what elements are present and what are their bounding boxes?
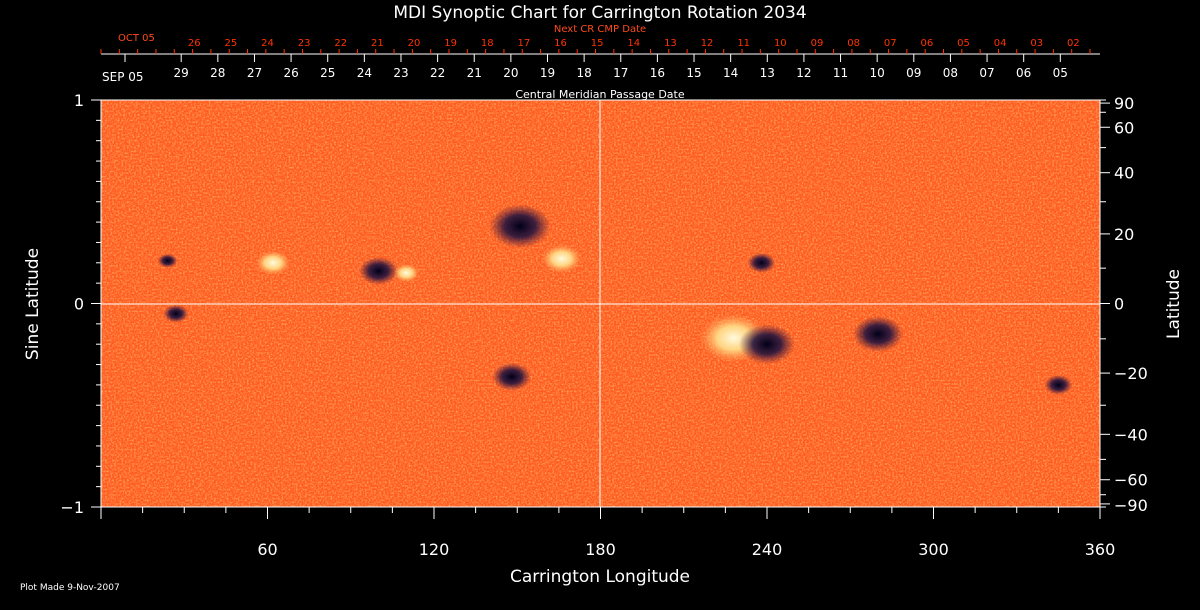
next-cr-date-label: 14: [627, 38, 640, 49]
y-right-tick-label: 20: [1114, 225, 1134, 244]
x-tick-label: 240: [752, 540, 783, 559]
next-cr-date-ticks: 26 25 24 23 22 21 20 19 18 17 16 15 14 13 12 11 10 09 08 07…: [100, 38, 1091, 54]
cmp-date-label: 23: [393, 66, 408, 80]
y-left-axis-label: Sine Latitude: [23, 248, 43, 360]
cmp-date-label: 13: [760, 66, 775, 80]
y-left-ticks: −1 0 1: [60, 91, 101, 517]
next-cr-date-label: 18: [481, 38, 494, 49]
y-right-tick-label: 60: [1114, 118, 1134, 137]
y-right-tick-label: −40: [1114, 425, 1148, 444]
cmp-date-label: 22: [430, 66, 445, 80]
active-region-positive: [542, 244, 582, 273]
next-cr-date-label: 25: [225, 38, 238, 49]
x-tick-label: 120: [419, 540, 450, 559]
y-left-tick-label: −1: [60, 498, 84, 517]
y-right-tick-label: −60: [1114, 471, 1148, 490]
next-cr-date-label: 20: [408, 38, 421, 49]
next-cr-date-label: 06: [920, 38, 933, 49]
cmp-date-label: 14: [723, 66, 738, 80]
cmp-date-label: 15: [686, 66, 701, 80]
cmp-date-label: 16: [650, 66, 665, 80]
cmp-date-label: 21: [467, 66, 482, 80]
active-region-negative: [747, 252, 776, 273]
cmp-date-label: 24: [357, 66, 372, 80]
y-right-axis-label: Latitude: [1164, 269, 1184, 339]
next-cr-date-label: 24: [261, 38, 274, 49]
y-left-tick-label: 1: [74, 91, 84, 110]
cmp-date-label: 10: [870, 66, 885, 80]
x-tick-label: 360: [1085, 540, 1116, 559]
next-cr-date-label: 22: [334, 38, 347, 49]
active-region-negative: [852, 316, 904, 353]
cmp-date-ticks: 29 28 27 26 25 24 23 22 21 20 19 18 17 16 15 14 13 12 11 10…: [124, 54, 1068, 80]
cmp-date-label: 08: [943, 66, 958, 80]
cmp-date-label: 11: [833, 66, 848, 80]
active-region-negative: [1044, 374, 1073, 395]
next-cr-date-label: 23: [298, 38, 311, 49]
x-axis-ticks: 60 120 180 240 300 360: [100, 507, 1116, 559]
next-cr-date-label: 13: [664, 38, 677, 49]
next-cr-date-label: 08: [847, 38, 860, 49]
next-cr-date-label: 26: [188, 38, 201, 49]
next-cr-date-label: 19: [444, 38, 457, 49]
next-cr-date-label: 05: [957, 38, 970, 49]
y-right-tick-label: 0: [1114, 295, 1124, 314]
chart-title: MDI Synoptic Chart for Carrington Rotati…: [393, 3, 806, 23]
y-right-ticks: 90 60 40 20 0 −20 −40 −60 −90: [1100, 94, 1148, 515]
next-cr-date-label: 07: [884, 38, 897, 49]
active-regions: [157, 204, 1073, 395]
cmp-month-label: SEP 05: [102, 70, 144, 84]
next-cr-date-label: 11: [737, 38, 750, 49]
x-tick-label: 300: [918, 540, 949, 559]
cmp-date-label: 18: [576, 66, 591, 80]
next-cr-month-label: OCT 05: [118, 33, 155, 44]
y-right-tick-label: −90: [1114, 496, 1148, 515]
cmp-date-label: 20: [503, 66, 518, 80]
next-cr-date-label: 04: [994, 38, 1007, 49]
x-tick-label: 180: [585, 540, 616, 559]
cmp-date-label: 07: [979, 66, 994, 80]
x-tick-label: 60: [257, 540, 277, 559]
cmp-date-label: 06: [1016, 66, 1031, 80]
next-cr-date-label: 09: [811, 38, 824, 49]
y-right-tick-label: 90: [1114, 94, 1134, 113]
next-cr-label: Next CR CMP Date: [554, 24, 646, 35]
cmp-date-label: 09: [906, 66, 921, 80]
cmp-date-label: 25: [320, 66, 335, 80]
active-region-negative: [489, 204, 551, 249]
next-cr-date-label: 21: [371, 38, 384, 49]
next-cr-date-label: 02: [1067, 38, 1080, 49]
next-cr-date-label: 10: [774, 38, 787, 49]
active-region-negative: [358, 256, 399, 285]
active-region-negative: [163, 304, 189, 323]
y-right-tick-label: 40: [1114, 164, 1134, 183]
active-region-positive: [393, 263, 419, 282]
cmp-date-label: 28: [210, 66, 225, 80]
cmp-axis-label: Central Meridian Passage Date: [515, 88, 684, 101]
y-right-tick-label: −20: [1114, 364, 1148, 383]
cmp-date-label: 12: [796, 66, 811, 80]
cmp-date-label: 26: [283, 66, 298, 80]
cmp-date-label: 19: [540, 66, 555, 80]
cmp-date-label: 17: [613, 66, 628, 80]
next-cr-date-label: 17: [518, 38, 531, 49]
next-cr-date-label: 12: [701, 38, 714, 49]
active-region-positive: [256, 250, 290, 275]
active-region-negative: [492, 362, 532, 391]
cmp-date-label: 27: [247, 66, 262, 80]
active-region-negative: [739, 324, 795, 365]
next-cr-date-label: 03: [1030, 38, 1043, 49]
next-cr-date-label: 16: [554, 38, 567, 49]
y-left-tick-label: 0: [74, 295, 84, 314]
cmp-date-label: 05: [1053, 66, 1068, 80]
active-region-negative: [157, 253, 178, 268]
x-axis-label: Carrington Longitude: [510, 567, 690, 587]
next-cr-date-label: 15: [591, 38, 604, 49]
plot-made-text: Plot Made 9-Nov-2007: [20, 583, 120, 593]
cmp-date-label: 29: [174, 66, 189, 80]
